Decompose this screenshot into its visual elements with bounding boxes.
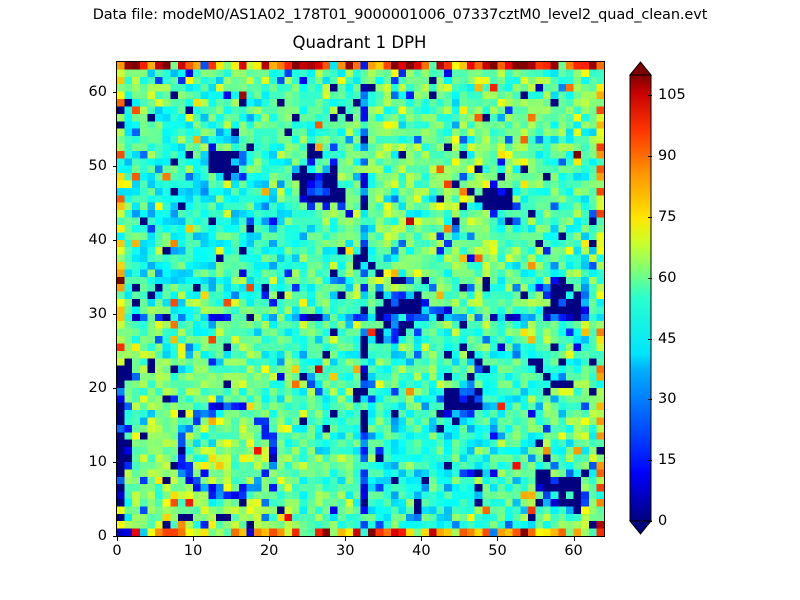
x-tick-label: 30 <box>336 543 355 559</box>
plot-title: Quadrant 1 DPH <box>292 33 427 52</box>
x-tick-label: 20 <box>259 543 279 559</box>
colorbar-gradient <box>628 61 653 535</box>
y-tick-label: 20 <box>88 379 107 396</box>
colorbar-tick-mark <box>648 277 652 279</box>
colorbar-tick-label: 60 <box>658 269 677 286</box>
y-tick-label: 10 <box>88 453 107 470</box>
x-tick-mark <box>193 537 195 541</box>
y-tick-mark <box>113 91 117 93</box>
y-tick-label: 50 <box>88 157 107 174</box>
x-tick-mark <box>421 537 423 541</box>
y-tick-mark <box>113 239 117 241</box>
data-file-label: Data file: modeM0/AS1A02_178T01_90000010… <box>92 7 708 23</box>
colorbar[interactable]: 0 15 30 45 60 75 90 105 <box>627 61 717 535</box>
y-tick-mark <box>113 165 117 167</box>
colorbar-tick-mark <box>648 338 652 340</box>
colorbar-tick-label: 45 <box>658 330 677 347</box>
x-tick-label: 40 <box>412 543 431 559</box>
colorbar-tick-mark <box>648 95 652 97</box>
x-tick-mark <box>117 537 118 541</box>
colorbar-tick-label: 105 <box>658 87 686 104</box>
colorbar-tick-label: 30 <box>658 391 677 408</box>
colorbar-tick-label: 0 <box>658 513 668 529</box>
x-tick-mark <box>269 537 271 541</box>
x-tick-label: 50 <box>488 543 507 559</box>
y-tick-mark <box>113 461 117 463</box>
y-tick-mark <box>113 387 117 389</box>
y-tick-label: 30 <box>88 305 107 322</box>
y-tick-label: 0 <box>97 528 107 544</box>
colorbar-tick-mark <box>648 216 652 218</box>
y-tick-mark <box>113 536 117 537</box>
x-tick-label: 60 <box>564 543 583 559</box>
colorbar-tick-label: 75 <box>658 208 677 225</box>
x-tick-mark <box>345 537 347 541</box>
heatmap-axes[interactable]: 0 10 20 30 40 50 60 0 10 20 30 40 50 60 <box>89 61 605 559</box>
x-tick-mark <box>573 537 575 541</box>
y-tick-label: 40 <box>88 231 107 248</box>
colorbar-tick-mark <box>648 460 652 462</box>
detector-image[interactable] <box>117 62 604 536</box>
y-tick-label: 60 <box>88 83 107 100</box>
colorbar-tick-label: 15 <box>658 452 677 469</box>
x-tick-label: 0 <box>112 543 122 559</box>
y-tick-mark <box>113 313 117 315</box>
colorbar-tick-mark <box>648 399 652 401</box>
colorbar-tick-mark <box>648 521 652 522</box>
x-tick-mark <box>497 537 499 541</box>
x-tick-label: 10 <box>183 543 203 559</box>
colorbar-tick-label: 90 <box>658 148 677 165</box>
colorbar-tick-mark <box>648 156 652 158</box>
